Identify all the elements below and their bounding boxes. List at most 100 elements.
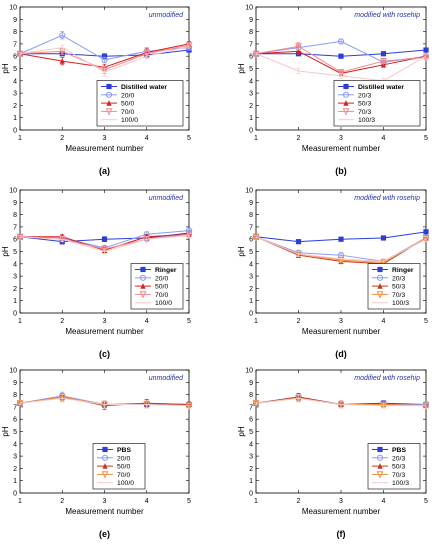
data-point (185, 231, 193, 239)
legend-entry: 50/0 (121, 101, 134, 108)
y-tick-label: 9 (13, 200, 17, 207)
x-tick-label: 2 (297, 318, 301, 325)
y-tick-label: 4 (249, 78, 253, 85)
legend-marker (139, 274, 147, 281)
y-tick-label: 5 (249, 249, 253, 256)
legend-entry: 100/3 (358, 117, 375, 124)
x-tick-label: 5 (424, 318, 428, 325)
y-axis-label: pH (237, 426, 246, 436)
x-tick-label: 4 (382, 498, 386, 505)
x-tick-label: 2 (60, 135, 64, 142)
x-tick-label: 1 (254, 318, 258, 325)
legend-marker (376, 274, 384, 281)
x-tick-label: 4 (382, 318, 386, 325)
y-tick-label: 2 (13, 286, 17, 293)
legend-entry: 70/0 (117, 472, 130, 479)
data-point (185, 42, 193, 50)
y-tick-label: 3 (13, 454, 17, 461)
legend-entry: PBS (117, 447, 131, 454)
series-5 (18, 232, 191, 255)
y-tick-label: 6 (249, 237, 253, 244)
x-axis-label: Measurement number (302, 507, 381, 516)
y-tick-label: 10 (245, 188, 253, 195)
y-tick-label: 7 (249, 404, 253, 411)
x-tick-label: 4 (145, 498, 149, 505)
y-tick-label: 4 (249, 441, 253, 448)
y-tick-label: 9 (13, 380, 17, 387)
legend-marker (342, 108, 350, 116)
panel-label: (b) (335, 166, 347, 176)
legend-entry: 20/0 (121, 92, 134, 99)
panel-label: (d) (335, 349, 347, 359)
legend-entry: 50/3 (358, 101, 371, 108)
x-tick-label: 4 (145, 135, 149, 142)
x-tick-label: 2 (297, 135, 301, 142)
y-axis-label: pH (1, 246, 10, 256)
y-tick-label: 3 (249, 274, 253, 281)
x-tick-label: 2 (60, 498, 64, 505)
legend-marker (139, 291, 147, 299)
data-point (338, 53, 344, 59)
x-tick-label: 3 (339, 135, 343, 142)
series-5 (18, 43, 191, 77)
y-tick-label: 3 (249, 454, 253, 461)
y-tick-label: 1 (249, 478, 253, 485)
y-axis-label: pH (1, 63, 10, 73)
panel-annotation: modified with rosehip (354, 12, 420, 19)
data-point (295, 43, 302, 51)
legend-entry: 100/0 (121, 117, 138, 124)
y-tick-label: 10 (9, 368, 17, 375)
y-tick-label: 7 (13, 224, 17, 231)
legend-entry: 70/0 (121, 109, 134, 116)
y-tick-label: 8 (249, 29, 253, 36)
legend-entry: 20/3 (392, 275, 405, 282)
y-tick-label: 0 (13, 491, 17, 498)
series-5 (18, 394, 191, 409)
y-tick-label: 6 (249, 417, 253, 424)
y-axis-label: pH (1, 426, 10, 436)
y-tick-label: 8 (13, 29, 17, 36)
panel-annotation: modified with rosehip (354, 375, 420, 382)
x-tick-label: 5 (187, 135, 191, 142)
data-point (295, 239, 302, 245)
legend-entry: PBS (392, 447, 406, 454)
x-tick-label: 5 (187, 498, 191, 505)
y-tick-label: 10 (9, 188, 17, 195)
panel-annotation: unmodified (149, 12, 184, 19)
data-point (101, 66, 108, 74)
x-tick-label: 2 (297, 498, 301, 505)
series-4 (252, 42, 430, 77)
legend-marker (377, 463, 383, 469)
y-tick-label: 1 (13, 478, 17, 485)
legend-entry: 100/0 (155, 300, 172, 307)
legend-entry: 20/0 (117, 455, 130, 462)
x-tick-label: 1 (18, 135, 22, 142)
legend-entry: Distilled water (121, 84, 167, 91)
y-tick-label: 5 (13, 249, 17, 256)
legend-entry: 100/3 (392, 300, 409, 307)
data-point (380, 401, 387, 409)
y-tick-label: 2 (249, 466, 253, 473)
x-tick-label: 1 (254, 498, 258, 505)
data-point (295, 48, 302, 54)
y-tick-label: 9 (249, 17, 253, 24)
y-tick-label: 4 (13, 441, 17, 448)
legend-entry: 20/0 (155, 275, 168, 282)
y-tick-label: 7 (249, 224, 253, 231)
x-tick-label: 1 (254, 135, 258, 142)
x-tick-label: 1 (18, 498, 22, 505)
legend-marker (102, 463, 108, 469)
legend-entry: 50/3 (392, 284, 405, 291)
x-tick-label: 1 (18, 318, 22, 325)
legend-marker (140, 283, 146, 289)
x-tick-label: 3 (103, 135, 107, 142)
legend-marker (376, 454, 384, 461)
x-tick-label: 3 (103, 498, 107, 505)
y-tick-label: 10 (245, 5, 253, 12)
y-tick-label: 0 (13, 128, 17, 135)
data-point (337, 69, 345, 77)
y-tick-label: 5 (13, 66, 17, 73)
